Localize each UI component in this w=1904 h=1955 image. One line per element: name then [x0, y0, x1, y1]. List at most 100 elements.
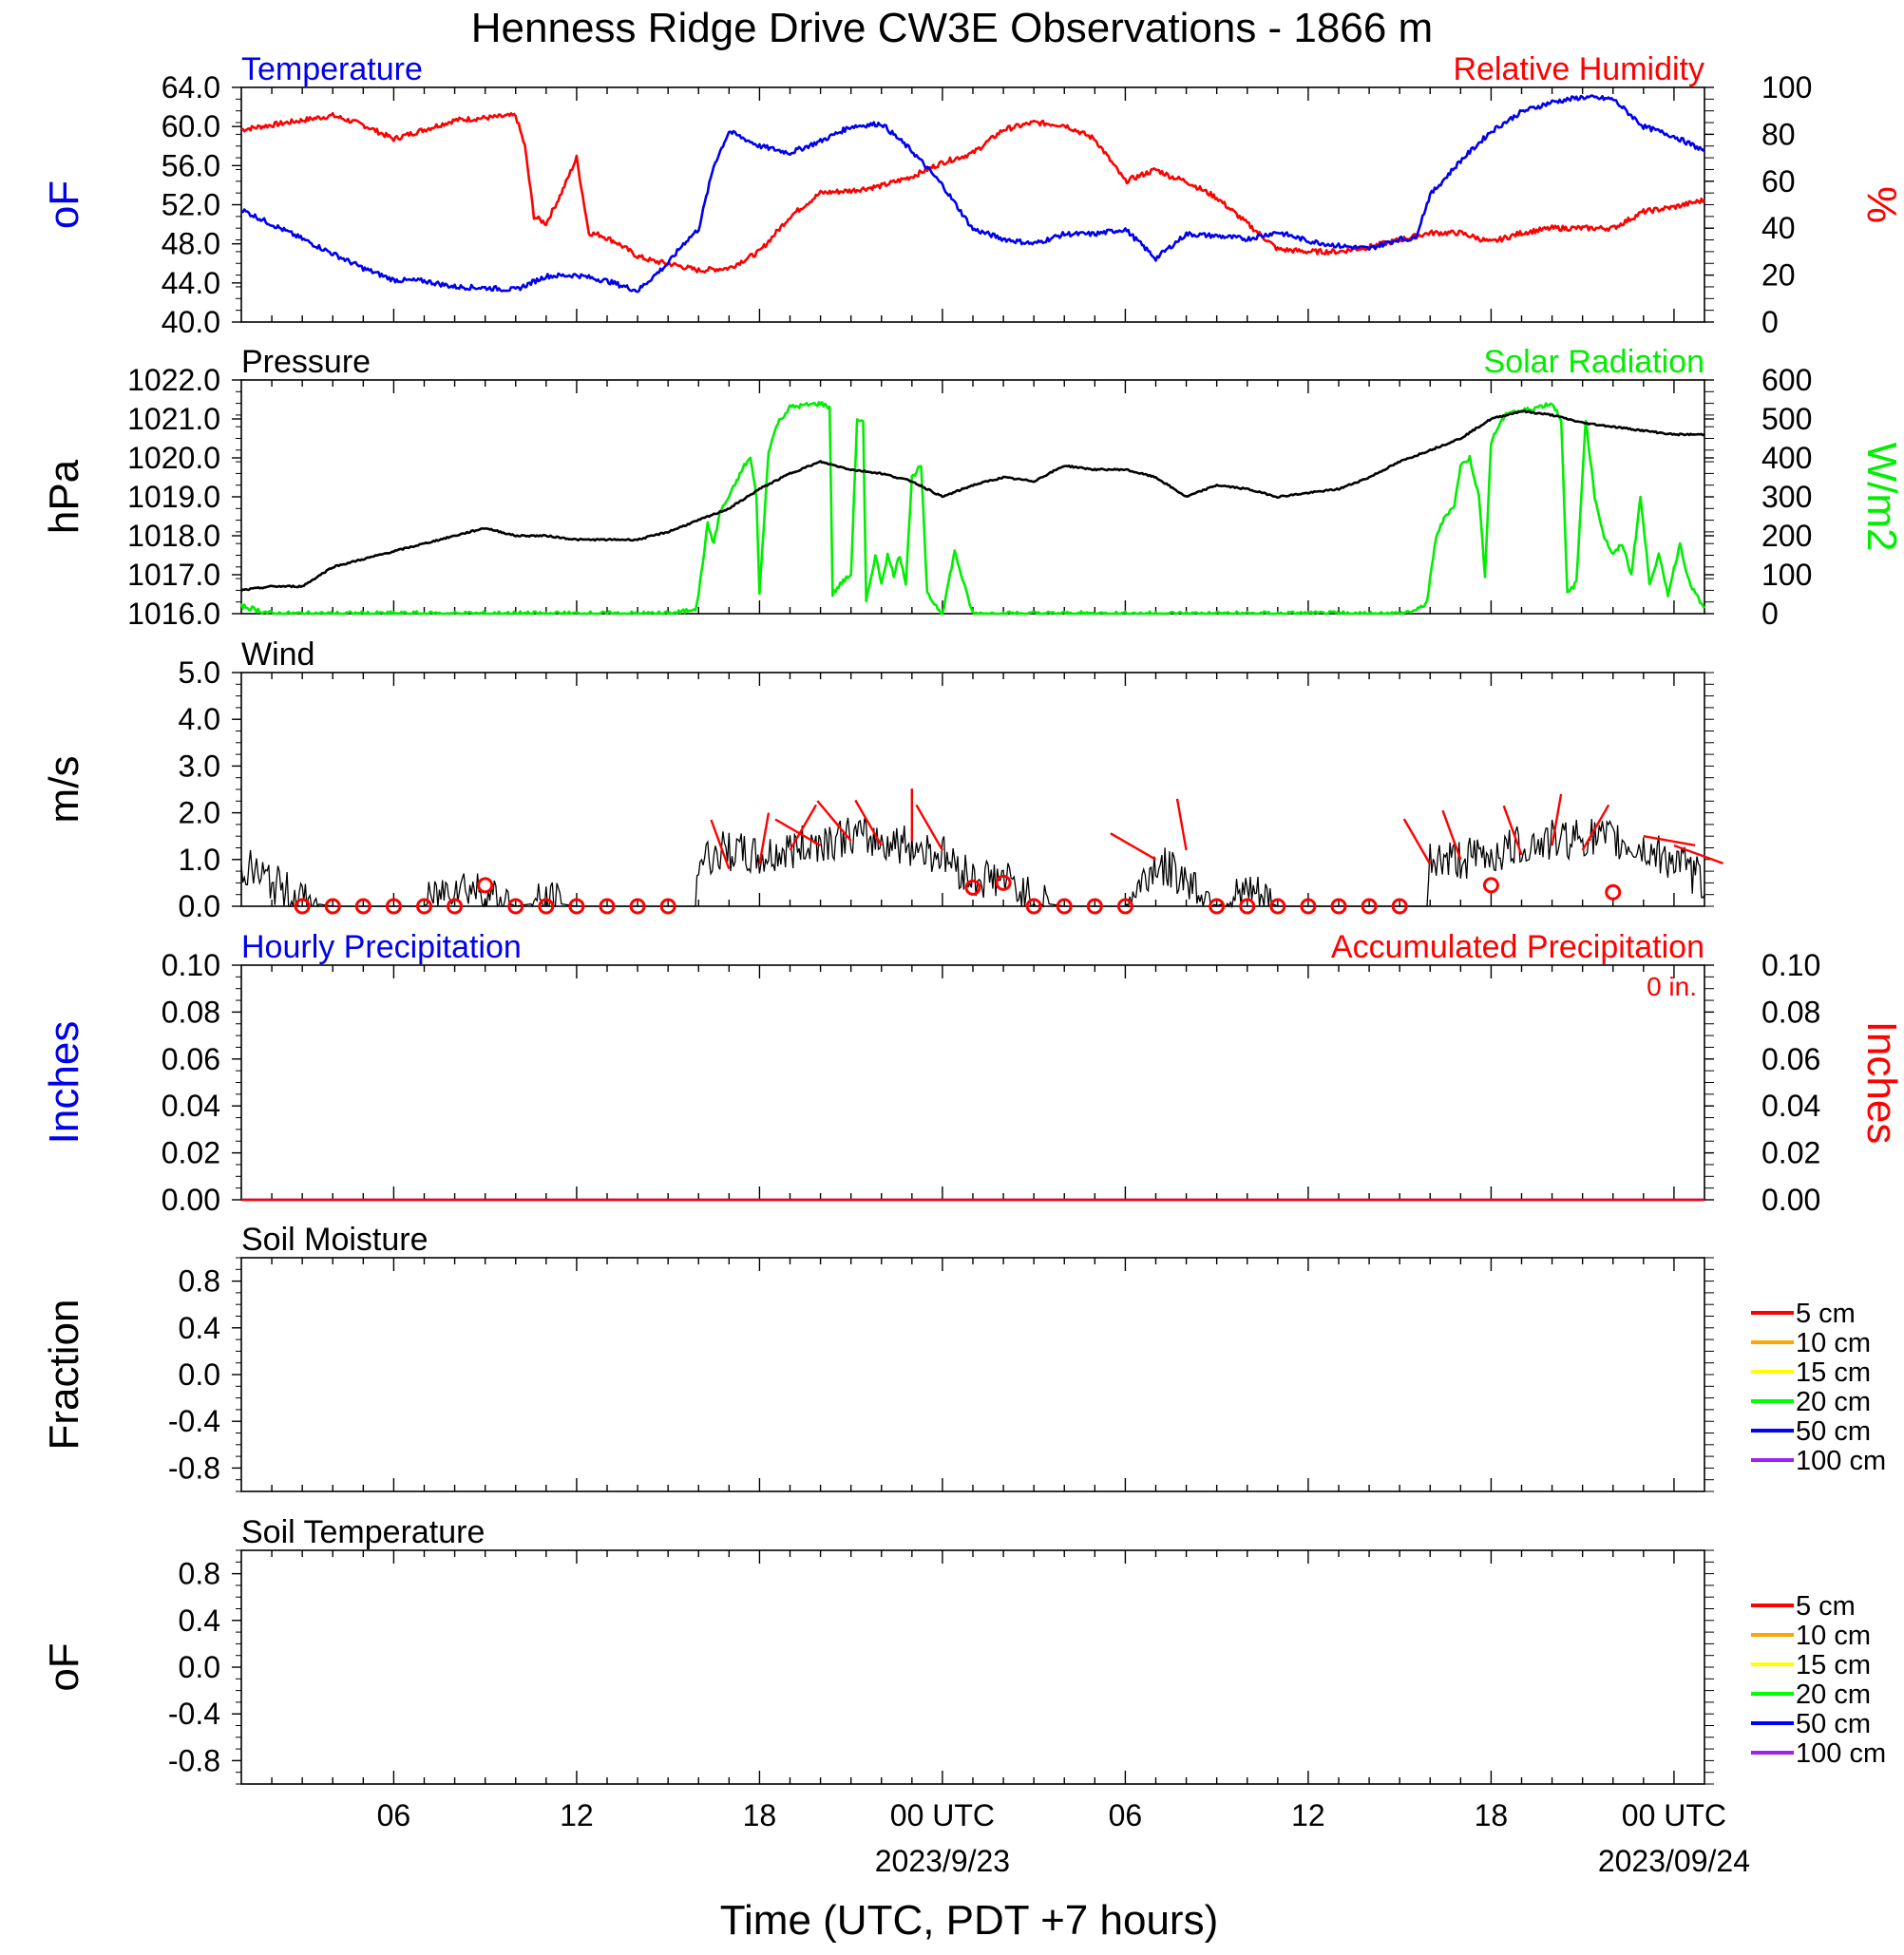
wind-barb [816, 800, 852, 842]
x-tick-label: 06 [1109, 1798, 1143, 1832]
wind-calm-circle [1209, 898, 1226, 915]
soil_temp-y-axis-label: oF [41, 1642, 87, 1691]
soil_moist-frame [240, 1257, 1705, 1492]
press_solar-y2-tick-label: 300 [1761, 480, 1812, 514]
precip-frame [240, 964, 1705, 1201]
temp_rh-y-tick-label: 52.0 [162, 188, 220, 222]
wind-barb [1175, 798, 1188, 851]
press_solar-frame [240, 379, 1705, 615]
wind-calm-circle [507, 898, 524, 915]
temp_rh-y-tick-label: 64.0 [162, 70, 220, 104]
wind-left-title: Wind [241, 636, 314, 673]
soil_temp-frame [240, 1549, 1705, 1785]
wind-calm-circle [568, 898, 585, 915]
wind-barb [1551, 793, 1563, 846]
x-tick-label: 12 [560, 1798, 594, 1832]
wind-panel: 5.0 4.0 3.0 2.0 1.0 0.0 Wind m/s [41, 636, 1724, 923]
press_solar-left-title: Pressure [241, 344, 371, 380]
press_solar-y2-tick-label: 100 [1761, 558, 1812, 592]
wind-speed-line [240, 817, 1705, 909]
temp_rh-y-tick-label: 56.0 [162, 148, 220, 182]
wind-barb [758, 812, 771, 864]
soil_moist-y-tick-label: 0.0 [179, 1357, 220, 1392]
wind-calm-circle [538, 898, 555, 915]
precip-y2-tick-label: 0.06 [1761, 1042, 1820, 1076]
precip-y2-tick-label: 0.02 [1761, 1136, 1820, 1170]
wind-calm-circle [416, 898, 432, 915]
wind-calm-circle [1056, 898, 1073, 915]
temp_rh-y2-tick-label: 80 [1761, 117, 1796, 151]
chart-title: Henness Ridge Drive CW3E Observations - … [471, 5, 1433, 51]
precip-y2-tick-label: 0.08 [1761, 995, 1820, 1029]
wind-calm-circle [629, 898, 646, 915]
press_solar-y-axis-label: hPa [41, 459, 87, 534]
soil_moist-y-tick-label: -0.8 [168, 1451, 220, 1485]
wind-barb [710, 819, 731, 870]
wind-calm-circle [1116, 898, 1133, 915]
x-tick-label: 00 UTC [890, 1798, 995, 1832]
soil_temp-y-tick-label: 0.4 [179, 1604, 220, 1638]
soil-legend-label: 10 cm [1796, 1328, 1871, 1358]
press_solar-y-tick-label: 1019.0 [127, 480, 220, 514]
soil_temp-y-tick-label: -0.4 [168, 1697, 220, 1731]
wind-calm-circle [1086, 898, 1103, 915]
wind-calm-circle [659, 898, 676, 915]
x-tick-label: 12 [1291, 1798, 1325, 1832]
press_solar-y-tick-label: 1016.0 [127, 597, 220, 631]
press_solar-y2-tick-label: 400 [1761, 441, 1812, 475]
soil-legend-label: 50 cm [1796, 1709, 1871, 1739]
wind-barb [1402, 818, 1432, 865]
press_solar-y2-tick-label: 600 [1761, 363, 1812, 397]
wind-calm-circle [1482, 877, 1499, 894]
soil-legend-label: 5 cm [1796, 1299, 1856, 1329]
soil-legend-label: 100 cm [1796, 1738, 1886, 1769]
soil-legend-label: 15 cm [1796, 1650, 1871, 1680]
x-date-label: 2023/09/24 [1598, 1844, 1750, 1878]
x-tick-label: 18 [743, 1798, 777, 1832]
wind-y-tick-label: 2.0 [179, 796, 220, 830]
precip-right-title: Accumulated Precipitation [1331, 929, 1704, 965]
temp_rh-y-axis-label: oF [41, 180, 87, 229]
wind-calm-circle [995, 874, 1012, 891]
temp_rh-left-title: Temperature [241, 51, 423, 87]
precip-total-note: 0 in. [1647, 972, 1697, 1001]
precip-y-tick-label: 0.02 [162, 1136, 220, 1170]
precip-left-title: Hourly Precipitation [241, 929, 522, 965]
wind-calm-circle [385, 898, 402, 915]
temp_rh-y2-tick-label: 40 [1761, 211, 1796, 245]
wind-barb [774, 818, 822, 847]
press_solar-y2-axis-label: W/m2 [1858, 443, 1904, 552]
soil_moist-left-title: Soil Moisture [241, 1222, 428, 1258]
press_solar-right-title: Solar Radiation [1484, 344, 1704, 380]
precip-y2-tick-label: 0.04 [1761, 1089, 1820, 1123]
soil_temp-left-title: Soil Temperature [241, 1514, 485, 1550]
soil-legend-label: 5 cm [1796, 1591, 1856, 1622]
wind-barb [854, 799, 883, 846]
rh-series-line [240, 111, 1705, 274]
temp_rh-y-tick-label: 48.0 [162, 227, 220, 261]
wind-calm-circle [1605, 883, 1622, 901]
wind-calm-circle [1330, 898, 1347, 915]
wind-barb [1581, 804, 1610, 851]
wind-calm-circle [1361, 898, 1378, 915]
precip-y-axis-label: Inches [41, 1021, 87, 1145]
temp_rh-y2-tick-label: 60 [1761, 164, 1796, 199]
precip-panel: 0.10 0.08 0.06 0.04 0.02 0.00 0.10 0.08 0.06 0.04… [41, 929, 1904, 1217]
soil-legend-label: 20 cm [1796, 1387, 1871, 1417]
precip-y-tick-label: 0.00 [162, 1183, 220, 1217]
soil_moist-y-tick-label: -0.4 [168, 1404, 220, 1438]
press_solar-y2-tick-label: 500 [1761, 402, 1812, 436]
x-tick-label: 18 [1475, 1798, 1509, 1832]
wind-calm-circle [1391, 898, 1408, 915]
precip-y2-tick-label: 0.00 [1761, 1183, 1820, 1217]
wind-calm-circle [1269, 898, 1286, 915]
wind-barb [1643, 835, 1696, 846]
press_solar-y-tick-label: 1018.0 [127, 519, 220, 553]
x-axis-label: Time (UTC, PDT +7 hours) [720, 1897, 1218, 1944]
precip-y-tick-label: 0.04 [162, 1089, 220, 1123]
wind-y-axis-label: m/s [41, 756, 87, 824]
wind-barb [1110, 832, 1157, 861]
wind-calm-circle [324, 898, 341, 915]
wind-calm-circle [294, 898, 311, 915]
